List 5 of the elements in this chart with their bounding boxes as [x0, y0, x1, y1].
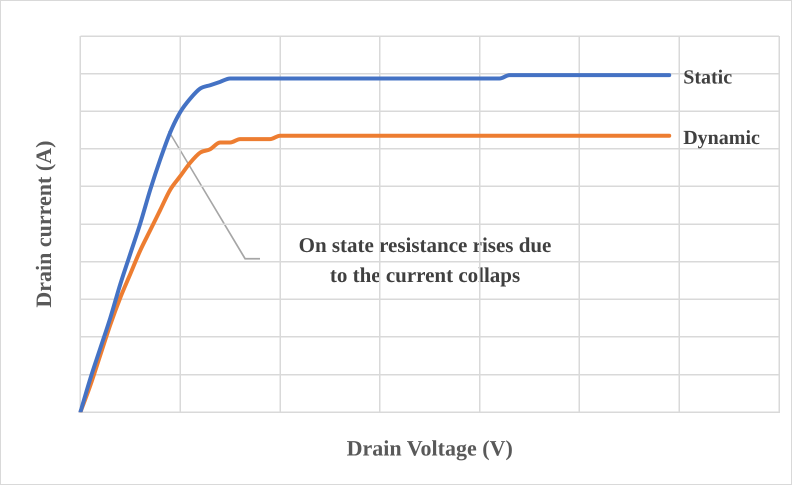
series-label: Dynamic: [683, 126, 760, 149]
series-label: Static: [683, 66, 732, 88]
y-axis-title: Drain current (A): [30, 140, 56, 308]
annotation: On state resistance rises due to the current collaps: [298, 232, 552, 289]
x-axis-title: Drain Voltage (V): [346, 435, 513, 460]
